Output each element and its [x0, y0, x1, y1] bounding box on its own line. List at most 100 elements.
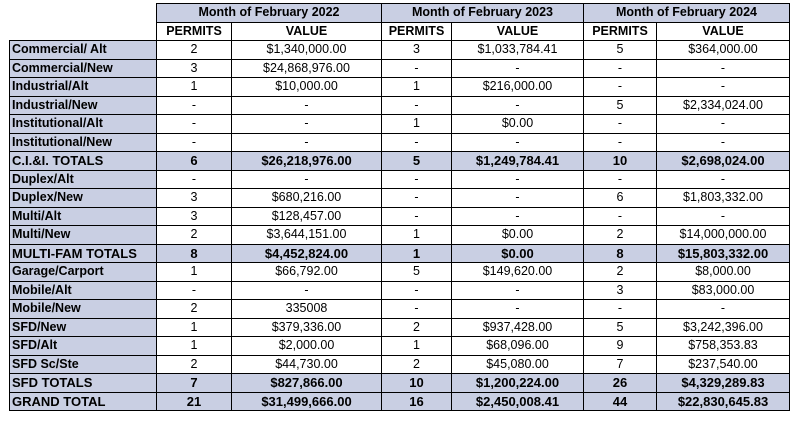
totals-row: C.I.&I. TOTALS 6 $26,218,976.00 5 $1,249,784…	[9, 151, 790, 171]
value-header: VALUE	[656, 21, 790, 41]
table-row: Multi/Alt 3 $128,457.00- - - -	[9, 206, 790, 226]
permits-cell: 3	[156, 206, 232, 226]
permits-cell: -	[583, 299, 657, 319]
month-header-2022: Month of February 2022	[156, 3, 382, 23]
value-cell: $14,000,000.00	[656, 225, 790, 245]
row-label: Commercial/ Alt	[9, 40, 157, 60]
permits-cell: -	[381, 132, 452, 152]
permits-cell: -	[583, 206, 657, 226]
permits-cell: 7	[156, 373, 232, 393]
value-cell: -	[451, 188, 584, 208]
value-cell: $1,803,332.00	[656, 188, 790, 208]
row-label: MULTI-FAM TOTALS	[9, 243, 157, 263]
permits-cell: 5	[583, 317, 657, 337]
row-label: Multi/Alt	[9, 206, 157, 226]
row-label: Garage/Carport	[9, 262, 157, 282]
value-cell: $149,620.00	[451, 262, 584, 282]
value-cell: 335008	[231, 299, 382, 319]
permits-cell: -	[583, 77, 657, 97]
row-label: SFD/New	[9, 317, 157, 337]
value-cell: $45,080.00	[451, 354, 584, 374]
permits-cell: 1	[381, 243, 452, 263]
permits-cell: -	[156, 169, 232, 189]
value-cell: $83,000.00	[656, 280, 790, 300]
table-row: SFD/New 1 $379,336.00 2 $937,428.00 5 $3,242,3…	[9, 317, 790, 337]
permits-cell: -	[156, 280, 232, 300]
permits-cell: -	[156, 114, 232, 134]
value-cell: -	[231, 280, 382, 300]
value-cell: $10,000.00	[231, 77, 382, 97]
value-cell: -	[451, 206, 584, 226]
value-cell: -	[231, 132, 382, 152]
table-row: SFD/Alt 1 $2,000.00 1 $68,096.00 9 $758,353.83	[9, 336, 790, 356]
table-row: Mobile/New 2 335008- - - -	[9, 299, 790, 319]
month-header-2023: Month of February 2023	[381, 3, 584, 23]
permits-cell: 3	[583, 280, 657, 300]
value-cell: $4,452,824.00	[231, 243, 382, 263]
value-cell: -	[656, 299, 790, 319]
permits-cell: 9	[583, 336, 657, 356]
permits-cell: 1	[156, 77, 232, 97]
permits-cell: -	[381, 58, 452, 78]
table-row: Institutional/New - - - - - -	[9, 132, 790, 152]
permits-cell: 3	[156, 58, 232, 78]
value-cell: -	[656, 206, 790, 226]
table-row: Commercial/New 3 $24,868,976.00- - - -	[9, 58, 790, 78]
value-cell: $237,540.00	[656, 354, 790, 374]
table-body: Commercial/ Alt 2 $1,340,000.00 3 $1,033,784…	[9, 40, 790, 411]
value-cell: -	[656, 169, 790, 189]
permits-cell: -	[583, 169, 657, 189]
permits-cell: 1	[381, 225, 452, 245]
table-row: Industrial/Alt 1 $10,000.00 1 $216,000.00- -	[9, 77, 790, 97]
permits-cell: 3	[156, 188, 232, 208]
table-row: Multi/New 2 $3,644,151.00 1 $0.00 2 $14,000,00…	[9, 225, 790, 245]
value-cell: $24,868,976.00	[231, 58, 382, 78]
table-row: Industrial/New - - - -5 $2,334,024.00	[9, 95, 790, 115]
permits-cell: 1	[381, 77, 452, 97]
permits-cell: -	[381, 95, 452, 115]
value-cell: $680,216.00	[231, 188, 382, 208]
permits-cell: -	[381, 206, 452, 226]
permits-cell: -	[381, 169, 452, 189]
value-cell: -	[231, 95, 382, 115]
value-cell: $44,730.00	[231, 354, 382, 374]
value-cell: $364,000.00	[656, 40, 790, 60]
value-cell: -	[231, 169, 382, 189]
permits-cell: 2	[381, 354, 452, 374]
table-row: Garage/Carport 1 $66,792.00 5 $149,620.00 2 $8…	[9, 262, 790, 282]
table-row: Commercial/ Alt 2 $1,340,000.00 3 $1,033,784…	[9, 40, 790, 60]
permits-cell: 2	[583, 262, 657, 282]
value-cell: $2,334,024.00	[656, 95, 790, 115]
row-label: Duplex/New	[9, 188, 157, 208]
value-cell: $0.00	[451, 225, 584, 245]
permits-cell: -	[583, 132, 657, 152]
value-cell: $31,499,666.00	[231, 391, 382, 411]
permits-cell: 10	[381, 373, 452, 393]
permits-cell: 2	[156, 354, 232, 374]
value-cell: $4,329,289.83	[656, 373, 790, 393]
value-cell: -	[451, 280, 584, 300]
table-row: Duplex/New 3 $680,216.00- -6 $1,803,332.00	[9, 188, 790, 208]
row-label: Commercial/New	[9, 58, 157, 78]
value-header: VALUE	[231, 21, 382, 41]
permits-cell: 26	[583, 373, 657, 393]
row-label: C.I.&I. TOTALS	[9, 151, 157, 171]
permits-cell: -	[583, 58, 657, 78]
value-cell: $758,353.83	[656, 336, 790, 356]
permits-cell: 2	[583, 225, 657, 245]
corner-cell	[9, 22, 157, 41]
value-cell: $0.00	[451, 243, 584, 263]
value-cell: -	[451, 58, 584, 78]
permits-cell: 1	[381, 336, 452, 356]
row-label: Institutional/Alt	[9, 114, 157, 134]
permits-cell: 7	[583, 354, 657, 374]
row-label: SFD/Alt	[9, 336, 157, 356]
value-cell: $2,450,008.41	[451, 391, 584, 411]
permits-cell: 8	[156, 243, 232, 263]
permits-cell: 5	[381, 151, 452, 171]
row-label: Industrial/Alt	[9, 77, 157, 97]
value-cell: -	[231, 114, 382, 134]
value-cell: -	[656, 114, 790, 134]
row-label: SFD TOTALS	[9, 373, 157, 393]
month-header-row: Month of February 2022 Month of February…	[9, 3, 790, 23]
